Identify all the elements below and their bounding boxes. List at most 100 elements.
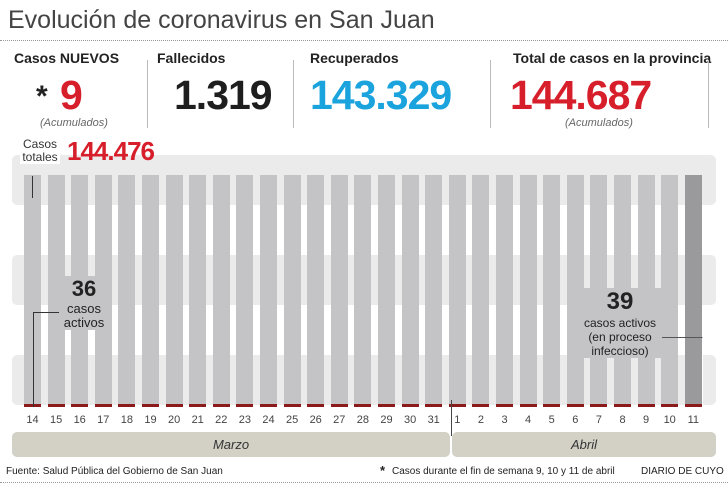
divider — [708, 60, 709, 128]
bar-total — [684, 175, 702, 407]
bar-active — [236, 404, 254, 407]
bar-total — [260, 175, 277, 407]
bar-total — [212, 175, 230, 407]
bar-active — [118, 404, 136, 407]
leader-line — [662, 337, 703, 407]
bar-active — [165, 404, 183, 407]
bar-total — [330, 175, 348, 407]
bar-active — [448, 404, 466, 407]
total-annotation-value: 144.476 — [67, 136, 155, 166]
bar-total — [236, 175, 254, 407]
bar-total — [661, 175, 679, 407]
x-tick-label: 23 — [238, 414, 252, 426]
bar-active — [614, 404, 631, 407]
x-tick-label: 24 — [262, 414, 275, 426]
bar-active — [283, 404, 301, 407]
bar-active — [212, 404, 230, 407]
bar-total — [519, 175, 537, 407]
divider — [293, 60, 294, 128]
bar-total — [496, 175, 513, 407]
deaths-label: Fallecidos — [157, 50, 226, 66]
recovered-value: 143.329 — [310, 72, 452, 118]
bar-active — [401, 404, 419, 407]
bar-active — [519, 404, 537, 407]
bar-active — [425, 404, 443, 407]
bar-total — [425, 175, 443, 407]
footnote: Casos durante el fin de semana 9, 10 y 1… — [392, 466, 615, 477]
divider — [0, 40, 728, 41]
last-active-value: 39 — [606, 288, 634, 315]
x-tick-label: 4 — [525, 414, 532, 426]
bar-total — [448, 175, 466, 407]
bar-active — [260, 404, 277, 407]
bar-active — [661, 404, 679, 407]
bar-active — [330, 404, 348, 407]
x-tick-label: 2 — [477, 414, 484, 426]
bar-active — [590, 404, 608, 407]
first-active-annotation: 36 casos activos — [58, 276, 110, 330]
x-tick-label: 29 — [380, 414, 393, 426]
x-tick-label: 20 — [167, 414, 181, 426]
bar-active — [637, 404, 655, 407]
x-tick-label: 5 — [548, 414, 555, 426]
x-tick-label: 16 — [73, 414, 86, 426]
x-tick-label: 10 — [663, 414, 676, 426]
bar-total — [142, 175, 159, 407]
x-tick-label: 31 — [427, 414, 440, 426]
x-tick-label: 21 — [191, 414, 204, 426]
bar-total — [118, 175, 136, 407]
x-tick-label: 27 — [333, 414, 346, 426]
source: Fuente: Salud Pública del Gobierno de Sa… — [6, 466, 223, 477]
divider — [0, 482, 728, 483]
x-tick-label: 9 — [643, 414, 650, 426]
bar-active — [189, 404, 207, 407]
asterisk-icon: * — [36, 80, 48, 113]
page-title: Evolución de coronavirus en San Juan — [8, 6, 435, 34]
brand: DIARIO DE CUYO — [641, 466, 724, 477]
leader-line — [33, 312, 59, 407]
x-tick-label: 22 — [215, 414, 228, 426]
x-tick-label: 25 — [285, 414, 299, 426]
total-note: (Acumulados) — [565, 117, 633, 129]
new-cases-note: (Acumulados) — [40, 117, 108, 129]
bar-active — [566, 404, 584, 407]
bar-total — [401, 175, 419, 407]
bar-active — [24, 404, 41, 407]
bar-total — [307, 175, 325, 407]
bar-total — [24, 175, 41, 407]
bar-total — [543, 175, 561, 407]
x-tick-label: 30 — [403, 414, 417, 426]
bar-active — [47, 404, 65, 407]
bar-active — [307, 404, 325, 407]
bar-total — [47, 175, 65, 407]
x-tick-label: 6 — [572, 414, 579, 426]
x-tick-label: 3 — [501, 414, 508, 426]
x-tick-label: 18 — [120, 414, 134, 426]
bar-active — [142, 404, 159, 407]
x-tick-label: 1 — [454, 414, 461, 426]
total-label: Total de casos en la provincia — [513, 50, 712, 66]
recovered-label: Recuperados — [310, 50, 399, 66]
bar-active — [543, 404, 561, 407]
bar-total — [189, 175, 207, 407]
first-active-value: 36 — [71, 276, 97, 301]
x-tick-label: 8 — [619, 414, 626, 426]
deaths-value: 1.319 — [174, 72, 273, 118]
bar-active — [472, 404, 490, 407]
total-value: 144.687 — [510, 72, 652, 118]
x-tick-label: 17 — [97, 414, 110, 426]
divider — [147, 60, 148, 128]
month-marzo: Marzo — [12, 432, 450, 457]
bar-total — [378, 175, 395, 407]
bar-active — [94, 404, 112, 407]
total-annotation-label: Casos totales — [20, 138, 60, 164]
asterisk-icon: * — [380, 463, 386, 478]
bar-active — [71, 404, 89, 407]
x-tick-label: 15 — [49, 414, 63, 426]
x-tick-label: 26 — [309, 414, 322, 426]
new-cases-label: Casos NUEVOS — [14, 50, 120, 66]
x-tick-label: 14 — [26, 414, 39, 426]
bar-active — [684, 404, 702, 407]
last-active-annotation: 39 casos activos (en proceso infeccioso) — [578, 288, 662, 358]
